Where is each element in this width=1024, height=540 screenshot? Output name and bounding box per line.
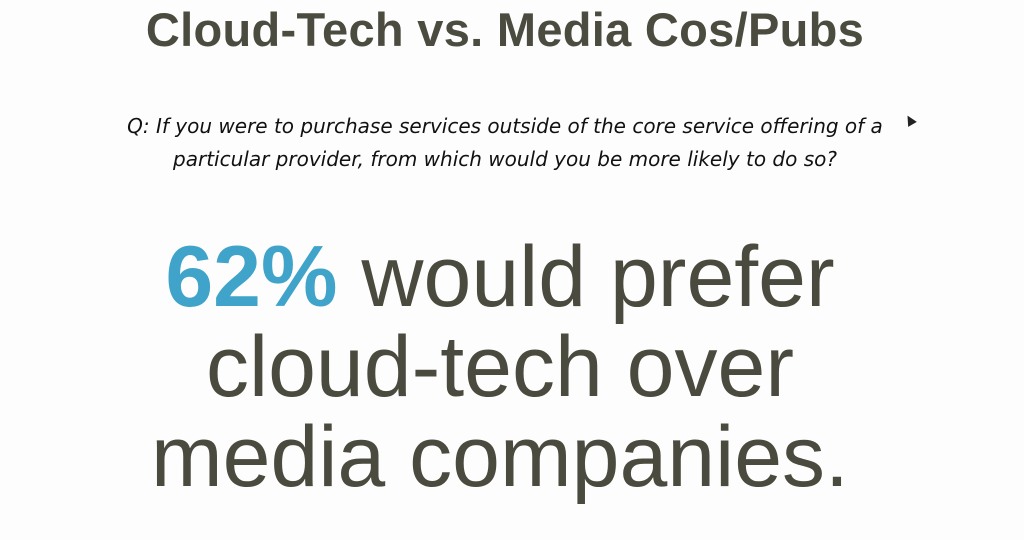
finding-line-3: media companies. bbox=[151, 409, 849, 505]
question-line-2: particular provider, from which would yo… bbox=[173, 147, 837, 171]
question-line-1: Q: If you were to purchase services outs… bbox=[127, 114, 883, 138]
finding-line-1: 62% would prefer bbox=[0, 232, 1000, 322]
finding-line-1-text: would prefer bbox=[337, 229, 835, 325]
finding-line-2: cloud-tech over bbox=[206, 319, 794, 415]
stat-percentage: 62% bbox=[165, 229, 338, 325]
survey-question: Q: If you were to purchase services outs… bbox=[0, 110, 1010, 176]
key-finding: 62% would prefer cloud-tech over media c… bbox=[0, 232, 1000, 502]
slide-title: Cloud-Tech vs. Media Cos/Pubs bbox=[145, 3, 865, 56]
